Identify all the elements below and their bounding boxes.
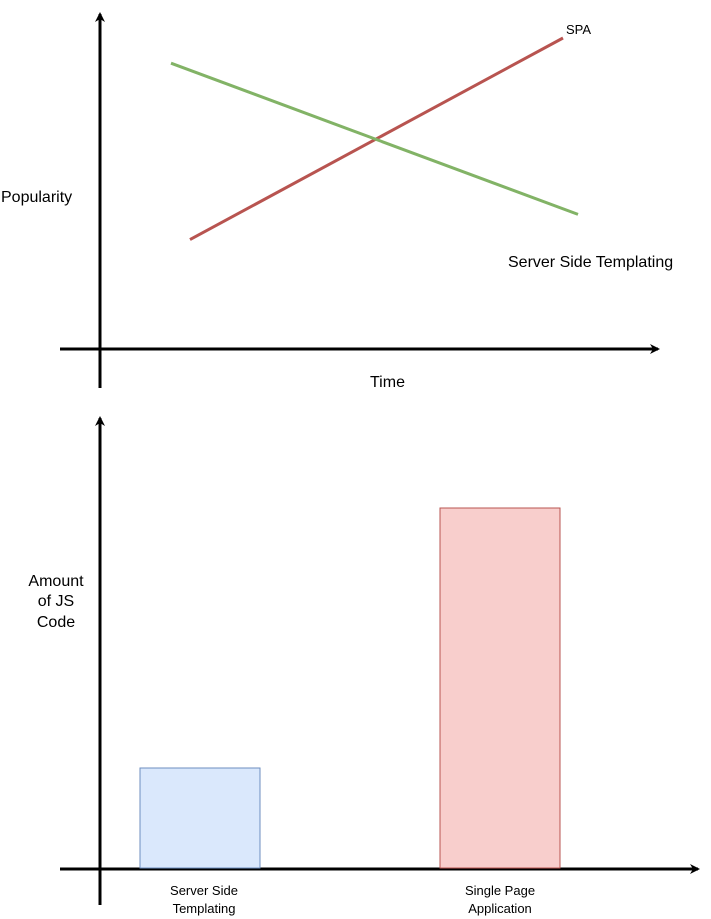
bar-chart-y-axis-label-line-3: Code [37, 614, 75, 631]
series-label-server-side-templating: Server Side Templating [508, 254, 673, 271]
bar-server-side-templating [139, 767, 261, 869]
bar-chart-y-axis-label-line-1: Amount [28, 573, 84, 590]
bar-single-page-application [439, 507, 561, 869]
category-label-single-page-application-line-2: Application [468, 901, 532, 916]
bar-chart-y-axis-label-line-2: of JS [38, 593, 74, 610]
line-chart-x-axis-label: Time [370, 374, 405, 391]
series-label-spa: SPA [566, 22, 591, 37]
category-label-single-page-application-line-1: Single Page [465, 883, 535, 898]
line-chart-y-axis-label: Popularity [1, 189, 72, 206]
category-label-server-side-templating-line-1: Server Side [170, 883, 238, 898]
category-label-server-side-templating-line-2: Templating [173, 901, 236, 916]
series-line-server-side-templating [170, 61, 579, 216]
bar-chart: Amount of JS Code Server Side Templating… [28, 416, 700, 916]
line-chart: Popularity Time SPA Server Side Templati… [1, 12, 673, 391]
